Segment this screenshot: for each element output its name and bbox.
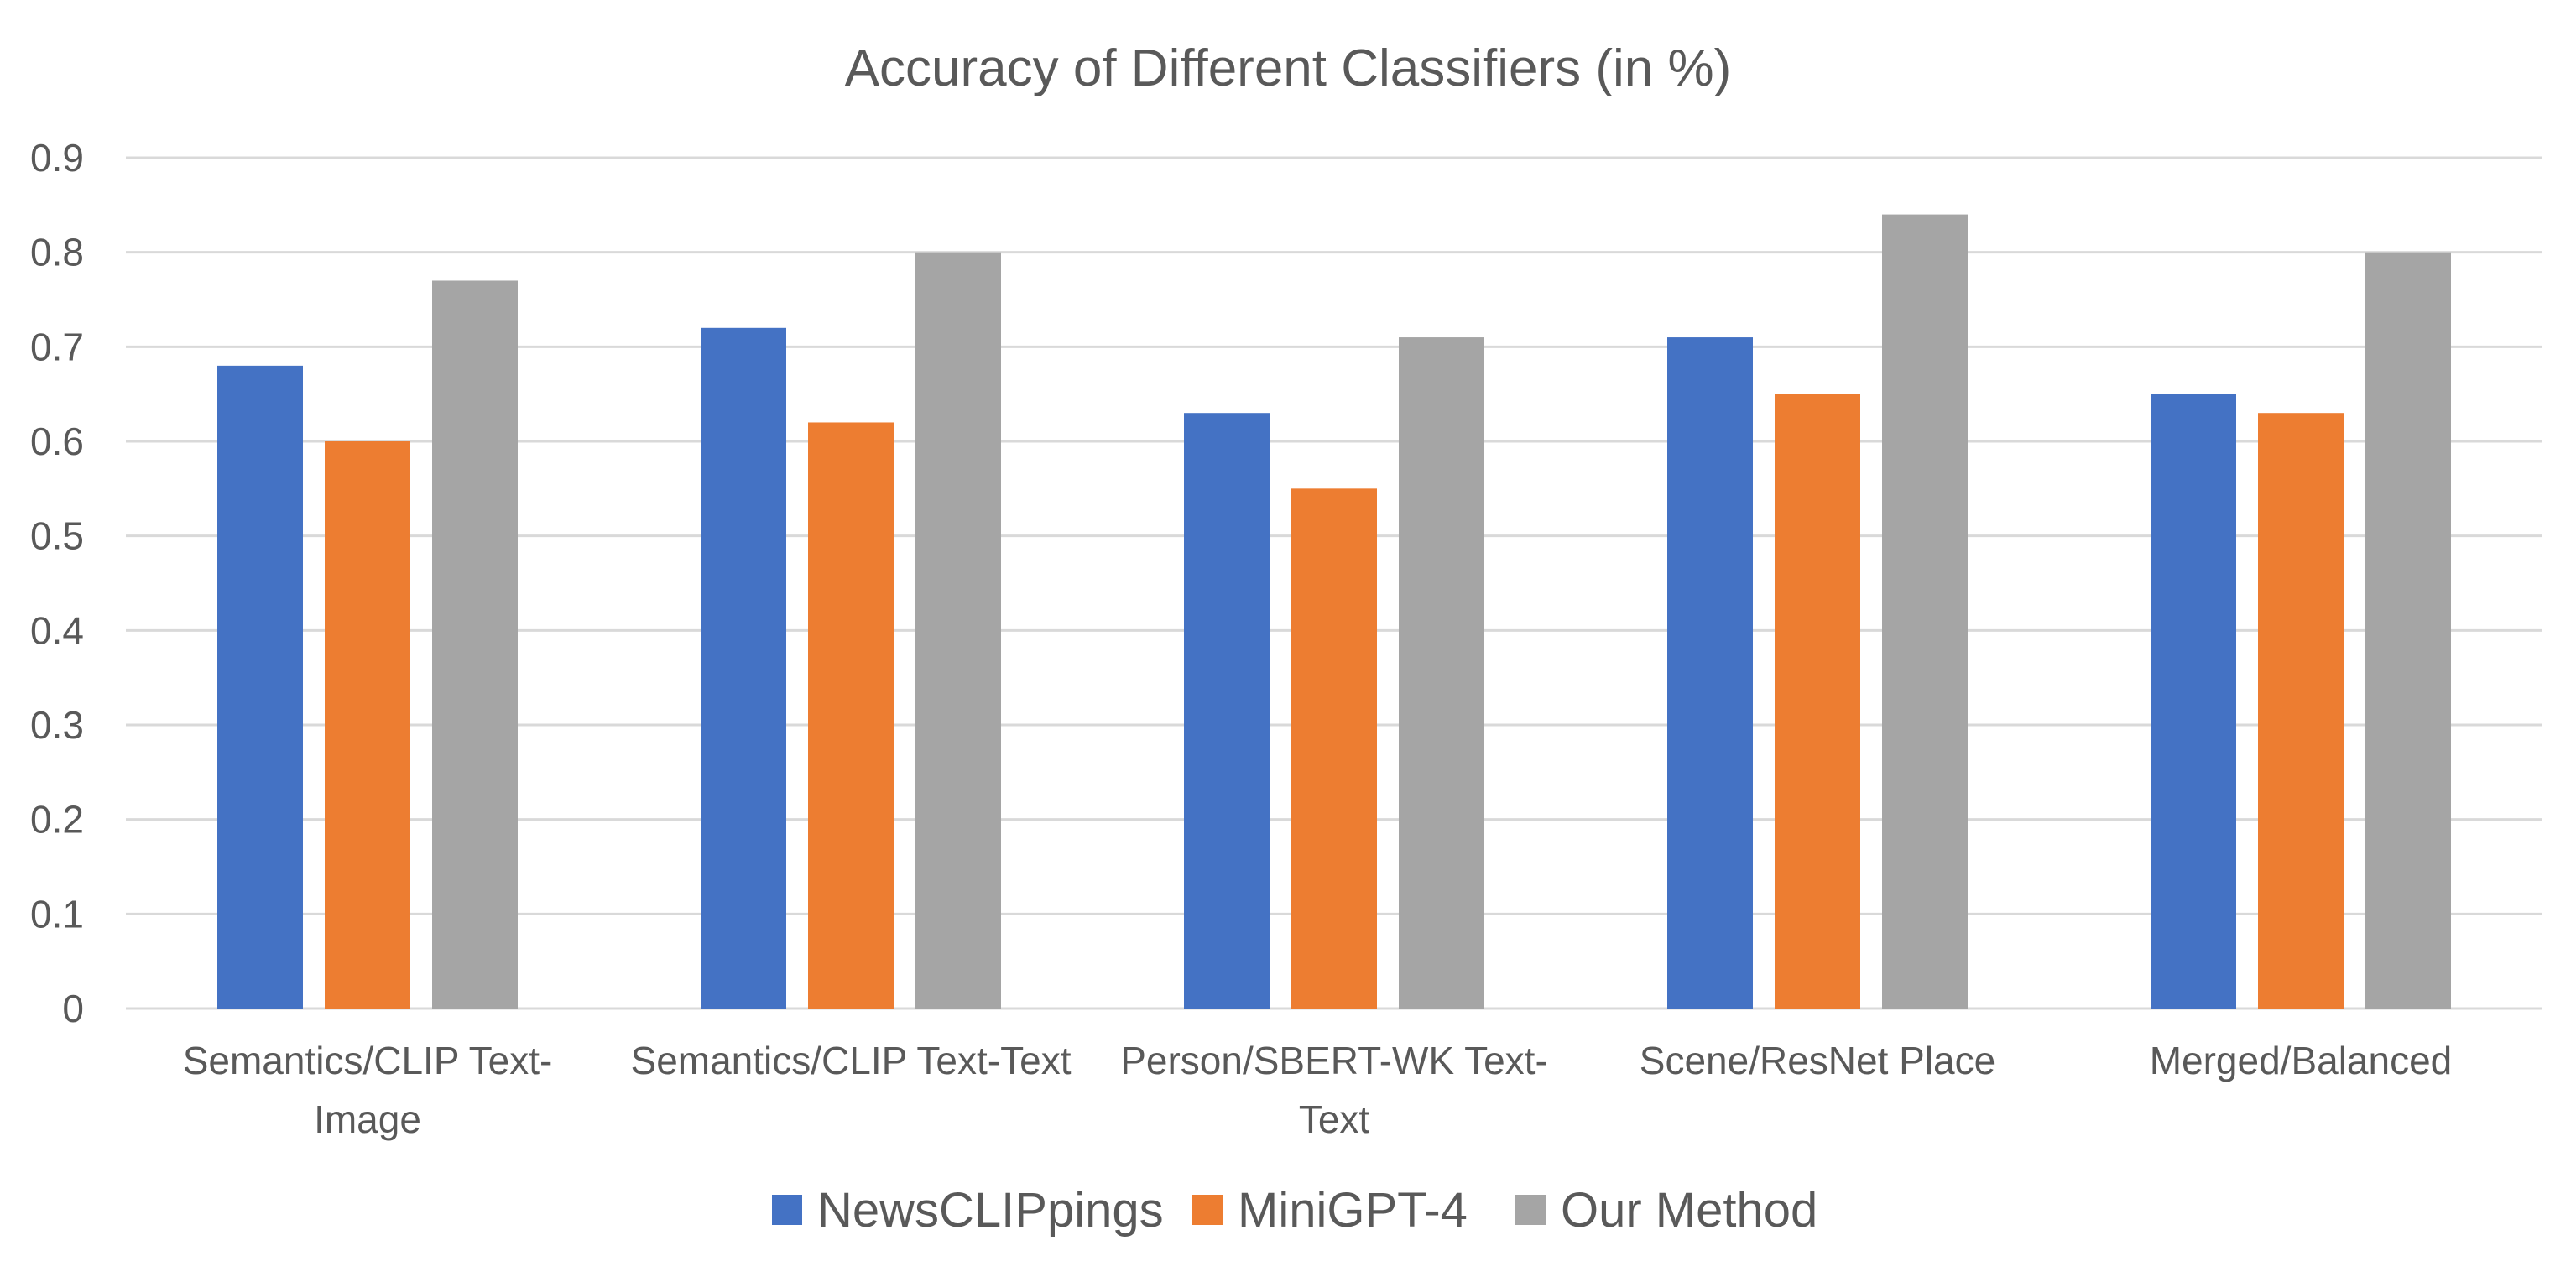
y-tick-label: 0.9 [30, 136, 84, 180]
x-category-label: Semantics/CLIP Text-Text [631, 1039, 1072, 1082]
bar-newsclippings-3 [1184, 413, 1270, 1009]
bar-newsclippings-5 [2151, 394, 2236, 1009]
x-category-label: Text [1299, 1097, 1370, 1141]
bar-our-method-2 [915, 252, 1001, 1009]
legend-swatch [772, 1195, 802, 1225]
bar-our-method-3 [1399, 337, 1484, 1009]
legend-label: Our Method [1561, 1183, 1817, 1238]
y-tick-label: 0 [62, 987, 84, 1030]
bar-newsclippings-1 [217, 365, 303, 1009]
legend-swatch [1515, 1195, 1546, 1225]
bar-minigpt-4-3 [1291, 488, 1377, 1009]
y-tick-label: 0.1 [30, 892, 84, 936]
y-tick-label: 0.7 [30, 325, 84, 368]
bar-our-method-4 [1882, 214, 1968, 1009]
legend-label: MiniGPT-4 [1238, 1183, 1468, 1238]
bar-minigpt-4-4 [1775, 394, 1860, 1009]
y-tick-label: 0.6 [30, 420, 84, 463]
y-tick-label: 0.5 [30, 514, 84, 558]
bars [217, 214, 2451, 1009]
x-category-label: Semantics/CLIP Text- [183, 1039, 553, 1082]
bar-minigpt-4-5 [2258, 413, 2344, 1009]
bar-minigpt-4-1 [325, 441, 410, 1009]
y-tick-label: 0.3 [30, 703, 84, 747]
y-tick-label: 0.2 [30, 798, 84, 842]
y-tick-label: 0.4 [30, 608, 84, 652]
x-category-label: Merged/Balanced [2150, 1039, 2453, 1082]
x-category-label: Scene/ResNet Place [1640, 1039, 1995, 1082]
y-tick-label: 0.8 [30, 231, 84, 274]
x-axis-categories: Semantics/CLIP Text- Image Semantics/CLIP … [183, 1039, 2453, 1141]
x-category-label: Person/SBERT-WK Text- [1120, 1039, 1548, 1082]
legend-swatch [1192, 1195, 1223, 1225]
bar-minigpt-4-2 [808, 422, 894, 1009]
bar-newsclippings-2 [701, 327, 786, 1009]
bar-newsclippings-4 [1667, 337, 1753, 1009]
bar-our-method-5 [2365, 252, 2451, 1009]
x-category-label: Image [314, 1097, 421, 1141]
legend: NewsCLIPpings MiniGPT-4 Our Method [772, 1183, 1817, 1238]
legend-label: NewsCLIPpings [817, 1183, 1164, 1238]
y-axis-ticks: 0 0.1 0.2 0.3 0.4 0.5 0.6 0.7 0.8 0.9 [30, 136, 84, 1030]
chart-title: Accuracy of Different Classifiers (in %) [845, 39, 1732, 97]
bar-our-method-1 [432, 280, 518, 1009]
